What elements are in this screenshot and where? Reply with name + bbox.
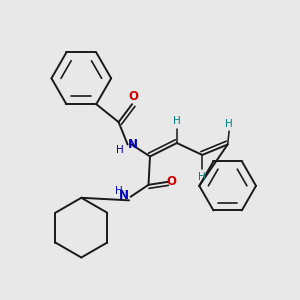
Text: H: H — [116, 145, 124, 155]
Text: H: H — [225, 119, 233, 129]
Text: H: H — [198, 172, 206, 182]
Text: N: N — [119, 189, 129, 202]
Text: H: H — [116, 186, 123, 196]
Text: O: O — [129, 90, 139, 103]
Text: O: O — [166, 175, 176, 188]
Text: H: H — [173, 116, 181, 126]
Text: N: N — [128, 138, 138, 151]
